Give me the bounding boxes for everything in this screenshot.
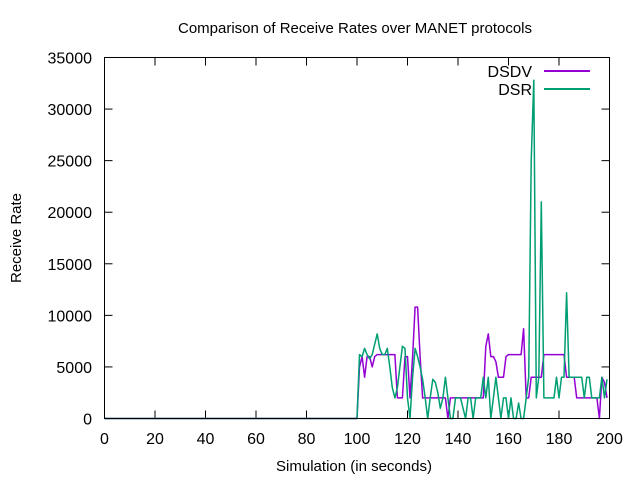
chart-title: Comparison of Receive Rates over MANET p… [178, 20, 532, 37]
x-tick-label: 0 [100, 431, 109, 448]
x-tick-label: 60 [247, 431, 265, 448]
y-tick-label: 35000 [48, 51, 93, 68]
x-tick-label: 20 [146, 431, 164, 448]
plot-frame [104, 57, 610, 419]
x-tick-label: 40 [197, 431, 215, 448]
x-tick-labels: 0 20 40 60 80 100 120 140 160 180 200 [100, 431, 623, 448]
legend-label-dsr: DSR [498, 82, 532, 99]
x-tick-label: 140 [445, 431, 472, 448]
legend: DSDV DSR [488, 64, 590, 99]
y-tick-labels: 0 5000 10000 15000 20000 25000 30000 35000 [48, 51, 93, 429]
x-tick-label: 120 [394, 431, 421, 448]
y-tick-label: 0 [83, 412, 92, 429]
y-tick-label: 10000 [48, 308, 93, 325]
y-tick-label: 20000 [48, 205, 93, 222]
series-lines [104, 79, 608, 420]
x-tick-label: 180 [546, 431, 573, 448]
x-axis-label: Simulation (in seconds) [276, 458, 432, 475]
series-line-dsdv [104, 306, 608, 420]
y-tick-label: 15000 [48, 257, 93, 274]
legend-label-dsdv: DSDV [488, 64, 533, 81]
series-line-dsr [104, 79, 608, 420]
y-tick-label: 5000 [56, 360, 92, 377]
y-tick-label: 25000 [48, 154, 93, 171]
y-tick-label: 30000 [48, 102, 93, 119]
x-tick-label: 100 [344, 431, 371, 448]
x-tick-label: 160 [495, 431, 522, 448]
x-tick-label: 200 [596, 431, 623, 448]
y-axis-label: Receive Rate [8, 193, 25, 283]
x-tick-label: 80 [298, 431, 316, 448]
